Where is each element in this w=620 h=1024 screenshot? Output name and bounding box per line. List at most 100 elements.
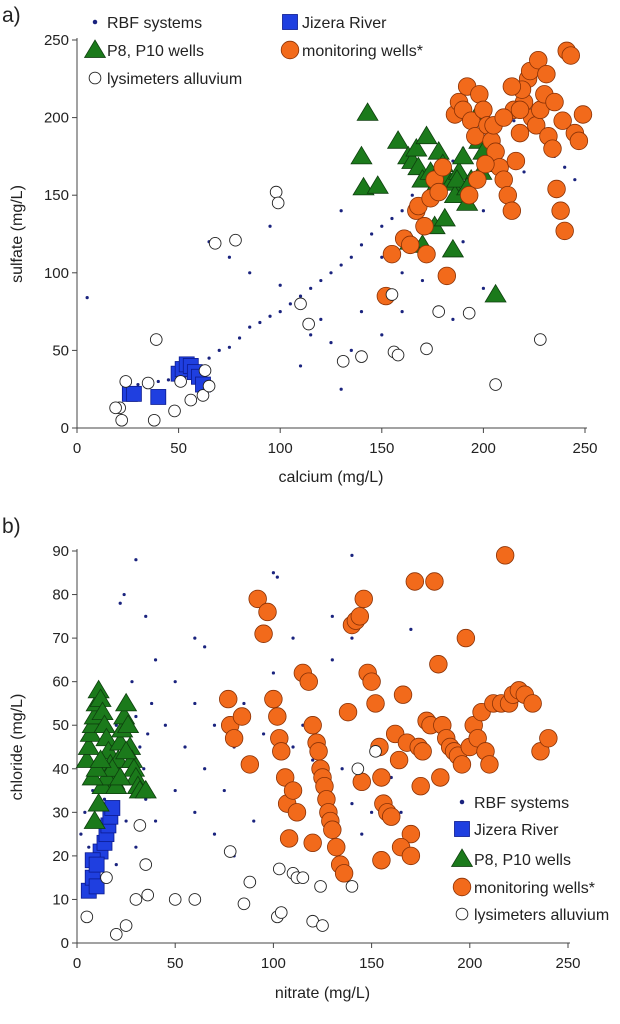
data-point <box>150 701 154 706</box>
y-tick-label: 150 <box>44 187 69 204</box>
data-point <box>291 745 295 749</box>
data-point <box>248 589 267 609</box>
data-point <box>350 607 370 626</box>
data-point <box>350 636 354 640</box>
legend-marker <box>92 19 98 25</box>
data-point <box>510 123 530 143</box>
data-point <box>334 864 354 883</box>
data-point <box>380 255 384 259</box>
y-tick-label: 40 <box>52 761 69 778</box>
data-point <box>114 723 118 727</box>
data-point <box>470 85 489 104</box>
y-tick-label: 0 <box>61 420 69 437</box>
data-point <box>202 379 216 393</box>
y-tick-label: 250 <box>44 32 69 49</box>
data-point <box>248 271 252 275</box>
data-point <box>437 266 457 286</box>
data-point <box>401 235 420 255</box>
data-point <box>196 389 210 402</box>
data-point <box>242 701 246 706</box>
data-point <box>134 779 157 799</box>
data-point <box>355 350 368 363</box>
data-point <box>203 645 207 649</box>
y-tick-label: 50 <box>52 342 69 359</box>
data-point <box>83 810 106 829</box>
data-point <box>553 111 572 130</box>
series-jizera-river <box>80 800 121 899</box>
legend-label: monitoring wells* <box>302 43 423 60</box>
data-point <box>431 768 450 787</box>
x-tick-label: 200 <box>457 955 482 972</box>
data-point <box>227 345 231 349</box>
data-point <box>340 767 344 771</box>
data-point <box>134 714 138 719</box>
data-point <box>561 46 580 65</box>
legend-label: P8, P10 wells <box>107 43 204 60</box>
data-point <box>327 837 346 857</box>
data-point <box>212 723 217 727</box>
data-point <box>405 572 425 591</box>
data-point <box>258 320 262 325</box>
data-point <box>389 750 409 770</box>
data-point <box>323 820 342 839</box>
y-tick-label: 60 <box>52 674 69 691</box>
x-tick-label: 250 <box>572 440 597 457</box>
data-point <box>462 306 476 320</box>
data-point <box>156 379 160 384</box>
data-point <box>291 636 295 640</box>
data-point <box>407 156 430 176</box>
data-point <box>369 745 382 758</box>
legend-marker <box>450 848 474 867</box>
data-point <box>359 310 364 314</box>
data-point <box>537 64 556 84</box>
data-point <box>329 271 333 275</box>
data-point <box>523 694 542 713</box>
data-point <box>274 906 288 919</box>
data-point <box>415 217 434 236</box>
data-point <box>415 125 438 145</box>
y-tick-label: 20 <box>52 848 69 865</box>
data-point <box>401 846 421 866</box>
data-point <box>243 875 257 889</box>
data-point <box>476 154 495 174</box>
legend-marker <box>88 71 102 85</box>
data-point <box>141 376 155 390</box>
data-point <box>166 378 171 382</box>
data-point <box>349 255 353 259</box>
data-point <box>224 729 244 748</box>
data-point <box>339 387 343 391</box>
data-point <box>268 224 272 228</box>
data-point <box>461 240 465 244</box>
y-axis-label: sulfate (mg/L) <box>9 185 26 283</box>
data-point <box>468 170 487 189</box>
data-point <box>420 342 433 356</box>
legend-marker <box>282 14 298 30</box>
data-point <box>275 575 279 579</box>
x-tick-label: 150 <box>359 955 384 972</box>
data-point <box>366 694 385 713</box>
data-point <box>87 792 110 812</box>
data-point <box>339 263 343 267</box>
data-point <box>569 131 589 151</box>
data-point <box>429 182 448 202</box>
data-point <box>366 175 389 194</box>
data-point <box>512 119 516 123</box>
data-point <box>573 178 577 182</box>
y-tick-label: 100 <box>44 265 69 282</box>
data-point <box>271 671 275 675</box>
panel-label: a) <box>2 4 21 27</box>
data-point <box>144 797 148 801</box>
data-point <box>382 807 401 826</box>
legend-marker <box>459 799 465 805</box>
data-point <box>420 278 425 283</box>
data-point <box>339 209 343 213</box>
data-point <box>193 636 197 640</box>
data-point <box>510 100 530 120</box>
legend-label: RBF systems <box>107 15 202 32</box>
data-point <box>417 244 436 264</box>
data-point <box>287 803 307 822</box>
data-point <box>272 742 291 761</box>
data-point <box>114 692 138 712</box>
data-point <box>144 614 148 618</box>
